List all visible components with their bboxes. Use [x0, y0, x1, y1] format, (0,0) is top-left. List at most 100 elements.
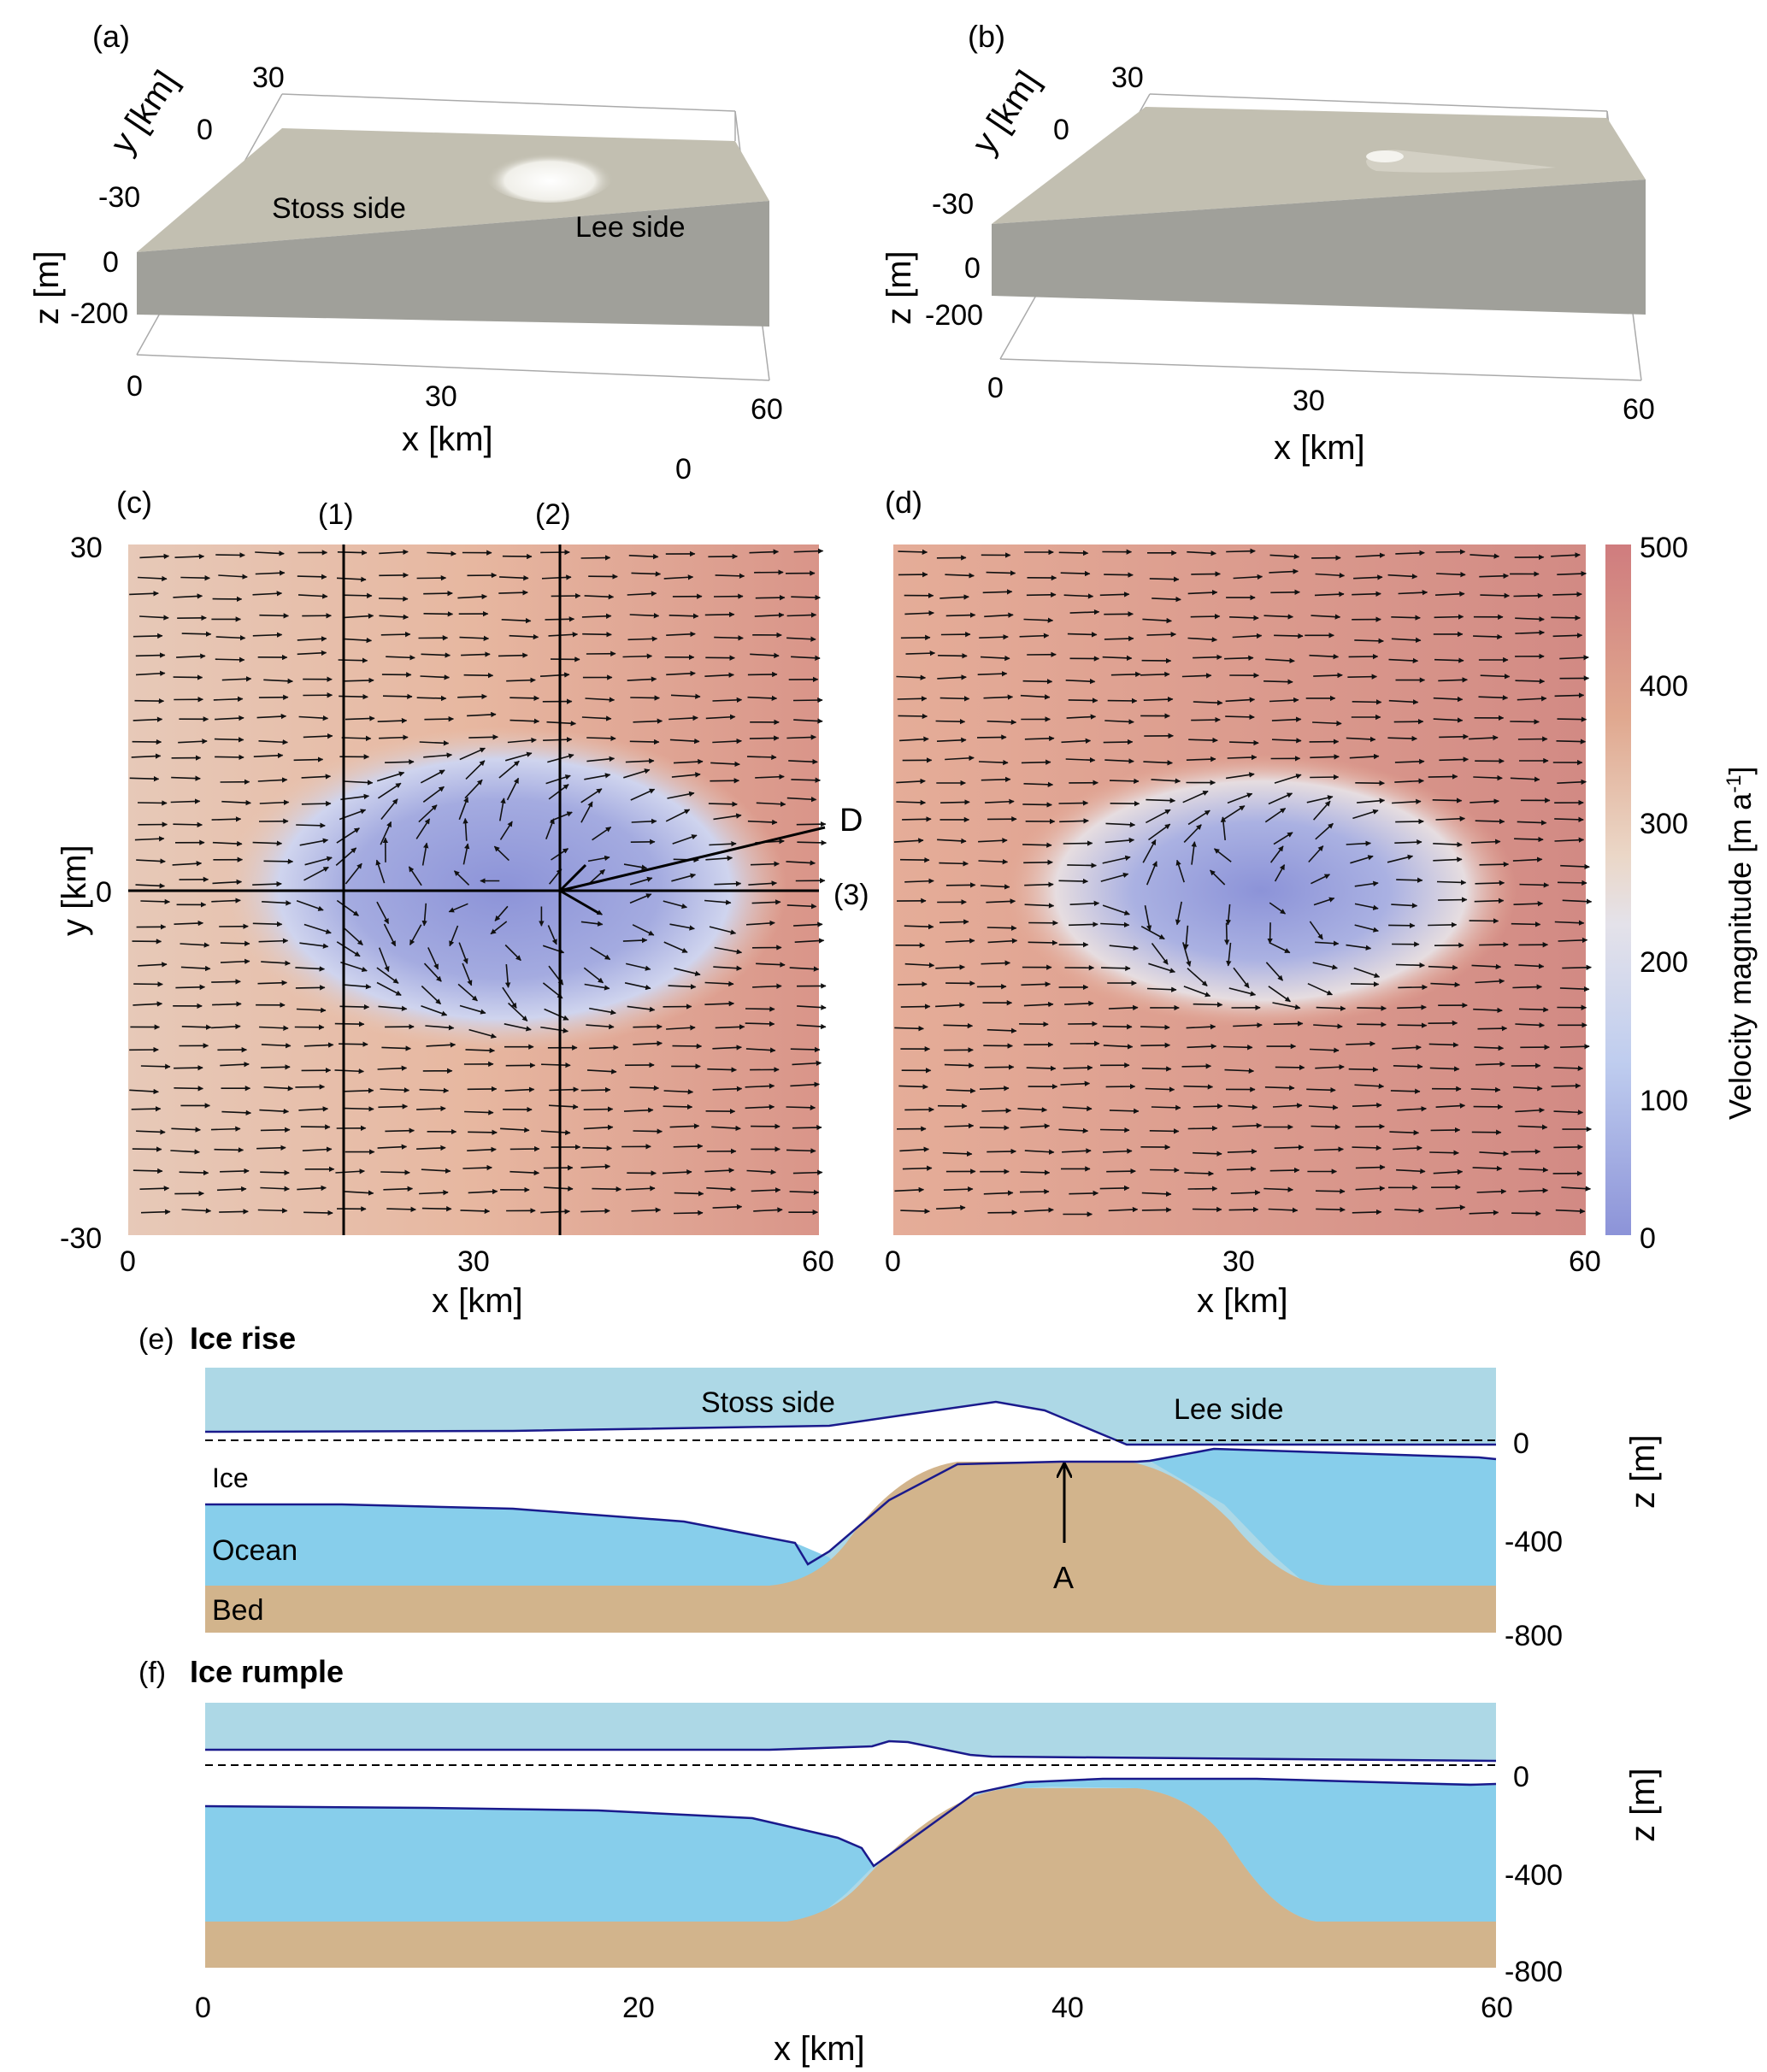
velocity-arrow [794, 938, 825, 944]
panel-a-z-axis-label: z [m] [28, 250, 66, 325]
velocity-arrow [380, 1087, 410, 1093]
panel-b-slab-side [992, 180, 1646, 315]
velocity-arrow [1274, 774, 1302, 784]
velocity-arrow [584, 593, 615, 600]
velocity-arrow [1028, 939, 1058, 946]
velocity-arrow [674, 1191, 704, 1197]
velocity-arrow [1387, 854, 1414, 863]
velocity-arrow [257, 980, 288, 986]
velocity-arrow [1063, 593, 1094, 599]
velocity-arrow [1310, 774, 1340, 780]
velocity-arrow [465, 1047, 496, 1054]
velocity-arrow [419, 1087, 450, 1093]
velocity-arrow [415, 818, 431, 839]
velocity-arrow [1430, 981, 1461, 988]
velocity-arrow [629, 1085, 660, 1092]
velocity-arrow [386, 655, 415, 661]
velocity-arrow [1480, 674, 1511, 680]
velocity-arrow [793, 921, 823, 927]
velocity-arrow [1109, 1108, 1140, 1115]
velocity-arrow [745, 1104, 775, 1110]
velocity-arrow [1307, 982, 1333, 996]
velocity-arrow [1391, 615, 1421, 621]
velocity-arrow [797, 1004, 827, 1010]
velocity-arrow [793, 548, 824, 554]
velocity-arrow [1183, 824, 1202, 843]
velocity-arrow [1099, 1185, 1130, 1192]
panel-e-ocean [205, 1449, 1496, 1586]
velocity-arrow [671, 873, 697, 882]
velocity-arrow [498, 760, 520, 779]
velocity-arrow [540, 1129, 571, 1136]
velocity-arrow [493, 845, 509, 862]
velocity-arrow [786, 904, 817, 909]
velocity-arrow [708, 801, 738, 807]
velocity-arrow [1141, 1191, 1172, 1198]
velocity-arrow [1513, 1086, 1543, 1092]
velocity-arrow [1104, 837, 1135, 844]
velocity-arrow [978, 838, 1008, 844]
velocity-arrow [132, 1146, 162, 1152]
velocity-arrow [1144, 905, 1152, 932]
velocity-arrow [978, 858, 1009, 865]
velocity-arrow [1264, 807, 1287, 823]
velocity-arrow [976, 734, 1007, 740]
velocity-arrow [945, 882, 976, 888]
velocity-arrow [293, 756, 324, 762]
velocity-arrow [1271, 738, 1302, 744]
velocity-arrow [714, 880, 742, 887]
velocity-arrow [623, 768, 651, 779]
velocity-arrow [1103, 1044, 1134, 1050]
velocity-arrow [457, 593, 487, 600]
velocity-arrow [904, 923, 934, 930]
velocity-arrow [793, 718, 823, 724]
velocity-arrow [706, 1186, 736, 1192]
velocity-arrow [1233, 1022, 1263, 1028]
velocity-arrow [623, 863, 648, 870]
velocity-arrow [1316, 1005, 1346, 1011]
velocity-arrow [1439, 756, 1470, 762]
velocity-arrow [375, 859, 386, 884]
velocity-arrow [297, 1185, 327, 1192]
velocity-arrow [421, 1005, 448, 1016]
velocity-arrow [1193, 1151, 1222, 1157]
panel-e-lee-label: Lee side [1174, 1393, 1284, 1426]
velocity-arrow [1435, 1204, 1466, 1210]
panel-b-z-axis-label: z [m] [881, 250, 918, 325]
velocity-arrow [1191, 716, 1221, 723]
velocity-arrow [945, 755, 975, 762]
velocity-arrow [898, 549, 928, 556]
velocity-arrow [1267, 922, 1273, 945]
velocity-arrow [935, 718, 966, 725]
velocity-arrow [904, 962, 935, 968]
velocity-arrow [214, 737, 244, 743]
velocity-arrow [1554, 692, 1585, 698]
panel-b-ice-rumple-streak [1366, 150, 1556, 173]
velocity-arrow [220, 940, 250, 947]
velocity-arrow [673, 758, 704, 765]
velocity-arrow [258, 739, 289, 745]
velocity-arrow [215, 552, 245, 558]
panel-c-y-axis-label: y [km] [56, 845, 93, 936]
velocity-arrow [334, 1021, 365, 1027]
velocity-arrow [789, 966, 820, 972]
velocity-arrow [1102, 1148, 1133, 1154]
velocity-arrow [1193, 1002, 1223, 1008]
velocity-arrow [987, 1148, 1016, 1155]
velocity-arrow [1187, 809, 1210, 826]
velocity-arrow [669, 715, 698, 721]
velocity-arrow [506, 777, 520, 801]
velocity-arrow [301, 774, 332, 780]
velocity-arrow [752, 983, 782, 989]
panel-b-z-tick: 0 [964, 252, 981, 285]
panel-e: (e) Ice rise A Stoss side Lee side Ice O… [138, 1321, 1662, 1652]
velocity-arrow [543, 737, 573, 743]
panel-f-title: Ice rumple [190, 1654, 344, 1689]
velocity-arrow [494, 905, 509, 921]
velocity-arrow [1149, 1128, 1180, 1134]
velocity-arrow [1274, 633, 1304, 639]
velocity-arrow [983, 1190, 1014, 1196]
velocity-arrow [548, 632, 579, 638]
velocity-arrow [252, 921, 283, 927]
velocity-arrow [1557, 880, 1587, 886]
